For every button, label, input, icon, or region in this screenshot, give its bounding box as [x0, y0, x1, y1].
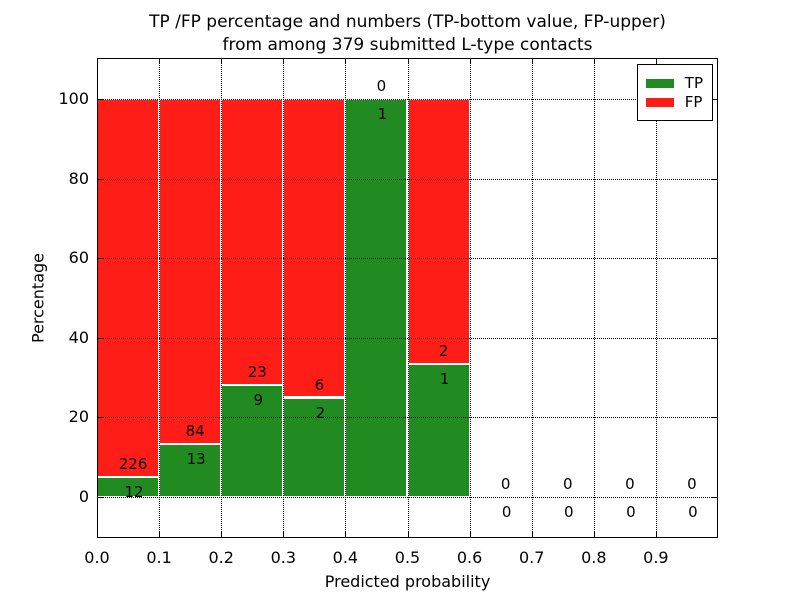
tp-count-annotation: 0 [563, 503, 574, 521]
y-tick [712, 337, 718, 339]
fp-count-annotation: 0 [562, 475, 573, 493]
v-gridline [283, 58, 285, 538]
x-axis-label: Predicted probability [324, 572, 491, 591]
x-tick [221, 58, 223, 64]
fp-count-annotation: 2 [438, 342, 449, 361]
fp-legend-swatch [645, 97, 674, 107]
x-tick [531, 532, 533, 538]
x-tick-label: 0.8 [581, 548, 607, 567]
tp-bar-segment [283, 397, 346, 497]
fp-bar-segment [407, 98, 470, 365]
x-tick [345, 58, 347, 64]
fp-count-annotation: 0 [500, 475, 511, 493]
x-tick [283, 58, 285, 64]
x-tick [221, 532, 223, 538]
x-tick-label: 0.5 [394, 548, 421, 567]
tp-count-annotation: 1 [439, 370, 450, 389]
x-tick [469, 58, 471, 64]
y-tick [97, 497, 103, 498]
tp-count-annotation: 1 [377, 104, 388, 123]
v-gridline [345, 58, 347, 538]
legend-entry-tp: TP [645, 74, 703, 92]
tp-count-annotation: 0 [626, 503, 636, 521]
x-tick [655, 58, 657, 64]
x-tick [407, 532, 409, 538]
x-tick [407, 58, 409, 64]
y-tick [712, 497, 718, 498]
fp-bar-segment [283, 98, 346, 398]
legend: TP FP [636, 64, 713, 121]
tp-count-annotation: 2 [315, 403, 326, 422]
fp-count-annotation: 0 [376, 76, 387, 95]
y-tick [712, 417, 718, 419]
y-tick-label: 60 [68, 248, 89, 268]
x-tick [97, 532, 98, 538]
x-tick-label: 0.0 [84, 548, 110, 567]
tp-bar-segment [407, 364, 470, 497]
fp-count-annotation: 6 [314, 375, 325, 394]
y-tick-label: 100 [58, 88, 89, 108]
x-tick [345, 532, 347, 538]
tp-bar-segment [345, 98, 408, 497]
fp-count-annotation: 0 [625, 475, 635, 493]
x-tick [593, 58, 595, 64]
fp-bar-segment [221, 98, 284, 386]
y-tick [97, 258, 103, 260]
y-tick-label: 20 [68, 407, 89, 427]
x-tick-label: 0.1 [146, 548, 172, 567]
chart-title: TP /FP percentage and numbers (TP-bottom… [97, 11, 718, 57]
x-tick [469, 532, 471, 538]
fp-count-annotation: 84 [185, 421, 205, 440]
y-tick [97, 98, 103, 100]
y-tick [712, 258, 718, 260]
x-tick-label: 0.9 [643, 548, 669, 567]
tp-count-annotation: 12 [124, 482, 144, 501]
fp-count-annotation: 23 [247, 363, 267, 382]
chart-title-line2: from among 379 submitted L-type contacts [222, 35, 593, 55]
v-gridline [407, 58, 409, 538]
fp-bar-segment [97, 98, 160, 477]
y-tick [97, 337, 103, 339]
fp-bar-segment [159, 98, 222, 444]
chart-title-line1: TP /FP percentage and numbers (TP-bottom… [149, 12, 666, 32]
fp-count-annotation: 0 [687, 475, 697, 493]
y-tick [97, 417, 103, 419]
v-gridline [469, 58, 471, 538]
x-tick [283, 532, 285, 538]
legend-entry-fp: FP [645, 93, 703, 111]
v-gridline [159, 58, 161, 538]
v-gridline [655, 58, 657, 538]
x-tick [97, 58, 98, 64]
fp-count-annotation: 226 [118, 454, 148, 473]
x-tick-label: 0.2 [208, 548, 234, 567]
x-tick [655, 532, 657, 538]
x-tick-label: 0.4 [332, 548, 359, 567]
tp-bar-segment [221, 385, 284, 497]
x-tick [593, 532, 595, 538]
x-tick [159, 58, 161, 64]
y-tick [712, 178, 718, 180]
x-tick-label: 0.7 [518, 548, 545, 567]
y-tick-label: 80 [68, 168, 89, 188]
tp-legend-swatch [645, 78, 674, 88]
v-gridline [531, 58, 533, 538]
x-tick [159, 532, 161, 538]
x-tick-label: 0.6 [456, 548, 483, 567]
y-tick [97, 178, 103, 180]
v-gridline [221, 58, 223, 538]
tp-count-annotation: 0 [501, 503, 512, 521]
tp-count-annotation: 0 [688, 503, 698, 521]
x-tick [531, 58, 533, 64]
v-gridline [593, 58, 595, 538]
tp-count-annotation: 13 [186, 449, 206, 468]
plot-area: TP FP 226 12 84 13 23 9 6 2 0 1 2 1 0 0 0 0 0 0 0 0 [97, 58, 718, 538]
tp-count-annotation: 9 [253, 391, 264, 410]
y-tick-label: 40 [68, 327, 89, 347]
fp-legend-label: FP [684, 93, 703, 111]
tp-legend-label: TP [684, 74, 703, 92]
y-tick-label: 0 [78, 487, 89, 506]
x-tick-label: 0.3 [270, 548, 297, 567]
y-tick [712, 98, 718, 100]
